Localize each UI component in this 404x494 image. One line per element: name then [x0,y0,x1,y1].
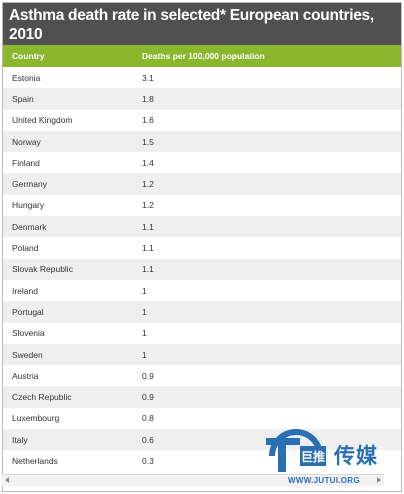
table-row: Spain 1.8 [3,88,401,110]
cell-deaths: 1 [142,306,147,317]
cell-deaths: 1.6 [142,115,154,126]
cell-country: Estonia [12,72,41,83]
cell-country: Spain [12,93,34,104]
cell-deaths: 0.3 [142,455,154,466]
table-row: Estonia 3.1 [3,67,401,89]
table-row: Portugal 1 [3,301,401,323]
cell-deaths: 1.2 [142,200,154,211]
header-country: Country [12,51,45,61]
table-row: Sweden 1 [3,343,401,366]
cell-country: Luxembourg [12,413,60,424]
cell-country: Austria [12,370,39,381]
cell-deaths: 0.9 [142,370,154,381]
cell-country: Germany [12,179,47,190]
cell-country: Poland [12,243,39,254]
table-row: Czech Republic 0.9 [3,386,401,408]
cell-country: Denmark [12,221,47,232]
cell-country: Norway [12,136,41,147]
table-row: Hungary 1.2 [3,194,401,217]
table-row: Denmark 1.1 [3,216,401,238]
cell-country: United Kingdom [12,115,73,126]
header-deaths: Deaths per 100,000 population [142,51,265,61]
cell-deaths: 1.1 [142,243,154,254]
cell-deaths: 1 [142,285,147,296]
chart-title: Asthma death rate in selected* European … [3,3,401,45]
cell-deaths: 1 [142,328,147,339]
cell-deaths: 1.1 [142,264,154,275]
cell-country: Sweden [12,349,43,360]
cell-country: Italy [12,434,28,445]
cell-country: Netherlands [12,455,58,466]
cell-deaths: 1 [142,349,147,360]
scroll-right-icon[interactable] [377,477,381,483]
cell-deaths: 0.8 [142,413,154,424]
cell-deaths: 1.8 [142,93,154,104]
table-body: Estonia 3.1 Spain 1.8 United Kingdom 1.6 Norwa… [3,67,401,472]
table-row: Germany 1.2 [3,173,401,195]
table-row: Ireland 1 [3,279,401,302]
horizontal-scrollbar[interactable] [2,474,384,486]
watermark-logo: 巨推 传媒 WWW.JUTUI.ORG [258,418,400,490]
watermark-logo-text: 巨推 [301,449,325,464]
table-row: Norway 1.5 [3,130,401,153]
table-row: Slovak Republic 1.1 [3,258,401,280]
table-header: Country Deaths per 100,000 population [3,45,401,67]
cell-deaths: 3.1 [142,72,154,83]
cell-deaths: 0.9 [142,392,154,403]
cell-country: Portugal [12,306,44,317]
cell-deaths: 1.2 [142,179,154,190]
watermark-brand: 传媒 [334,445,378,468]
table-row: Slovenia 1 [3,322,401,344]
table-row: Luxembourg 0.8 [3,407,401,430]
table-row: Austria 0.9 [3,365,401,387]
cell-country: Finland [12,157,40,168]
cell-deaths: 1.5 [142,136,154,147]
cell-country: Slovak Republic [12,264,73,275]
table-row: Finland 1.4 [3,152,401,174]
cell-country: Czech Republic [12,392,72,403]
cell-deaths: 1.1 [142,221,154,232]
table-row: United Kingdom 1.6 [3,109,401,131]
table-row: Poland 1.1 [3,237,401,259]
scroll-left-icon[interactable] [5,477,9,483]
cell-deaths: 0.6 [142,434,154,445]
watermark-t-logo-icon: 巨推 [266,429,326,472]
cell-country: Ireland [12,285,38,296]
cell-country: Slovenia [12,328,45,339]
cell-deaths: 1.4 [142,157,154,168]
watermark-url: WWW.JUTUI.ORG [288,476,360,485]
cell-country: Hungary [12,200,45,211]
